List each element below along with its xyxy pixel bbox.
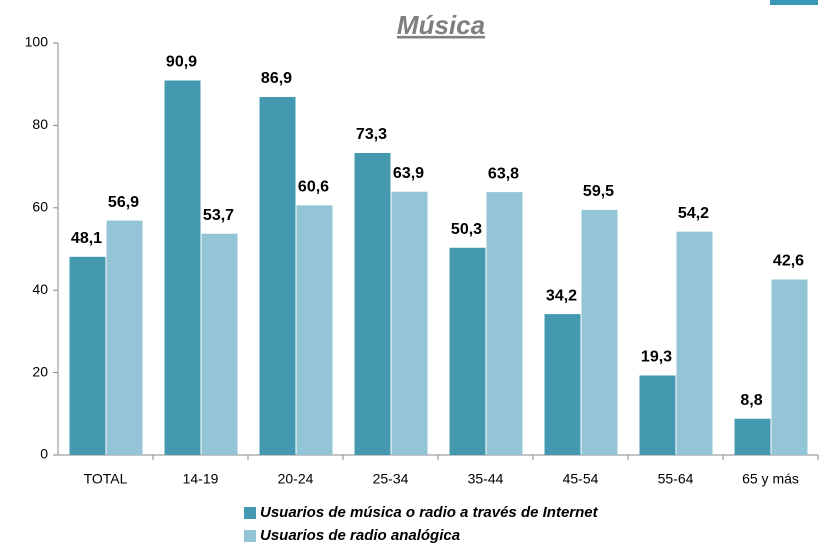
value-label: 59,5 — [583, 183, 614, 200]
value-label: 90,9 — [166, 54, 197, 71]
bar — [201, 233, 238, 455]
value-label: 60,6 — [298, 179, 329, 196]
bar — [449, 247, 486, 455]
value-label: 8,8 — [740, 392, 762, 409]
bar — [391, 191, 428, 455]
x-tick-label: 35-44 — [468, 471, 504, 487]
value-label: 56,9 — [108, 194, 139, 211]
value-label: 34,2 — [546, 287, 577, 304]
bar — [296, 205, 333, 455]
bar — [771, 279, 808, 455]
y-tick-label: 100 — [25, 34, 49, 50]
bar — [354, 153, 391, 455]
bar — [639, 375, 676, 455]
y-tick-label: 40 — [32, 281, 48, 297]
value-label: 53,7 — [203, 207, 234, 224]
chart-title: Música — [397, 10, 485, 40]
x-tick-label: TOTAL — [84, 471, 128, 487]
bar — [259, 96, 296, 456]
value-label: 73,3 — [356, 126, 387, 143]
bar — [544, 314, 581, 455]
x-tick-label: 45-54 — [563, 471, 599, 487]
bar — [486, 192, 523, 456]
value-label: 48,1 — [71, 230, 102, 247]
y-tick-label: 80 — [32, 116, 48, 132]
legend-swatch — [244, 507, 256, 519]
x-tick-label: 20-24 — [278, 471, 314, 487]
bar — [734, 418, 771, 455]
value-label: 19,3 — [641, 349, 672, 366]
value-label: 63,8 — [488, 165, 519, 182]
bar — [106, 220, 143, 455]
legend-swatch — [244, 530, 256, 542]
legend-label: Usuarios de radio analógica — [260, 527, 460, 544]
bar — [581, 209, 618, 455]
bar — [69, 256, 106, 455]
y-tick-label: 20 — [32, 363, 48, 379]
value-label: 86,9 — [261, 70, 292, 87]
value-label: 42,6 — [773, 253, 804, 270]
value-label: 50,3 — [451, 221, 482, 238]
x-tick-label: 65 y más — [742, 471, 799, 487]
x-tick-label: 25-34 — [373, 471, 409, 487]
legend-label: Usuarios de música o radio a través de I… — [260, 504, 599, 521]
x-tick-label: 55-64 — [658, 471, 694, 487]
bar — [676, 231, 713, 455]
bar — [164, 80, 201, 455]
value-label: 63,9 — [393, 165, 424, 182]
decoration — [770, 0, 818, 5]
y-tick-label: 60 — [32, 199, 48, 215]
x-tick-label: 14-19 — [183, 471, 219, 487]
y-tick-label: 0 — [40, 446, 48, 462]
value-label: 54,2 — [678, 205, 709, 222]
